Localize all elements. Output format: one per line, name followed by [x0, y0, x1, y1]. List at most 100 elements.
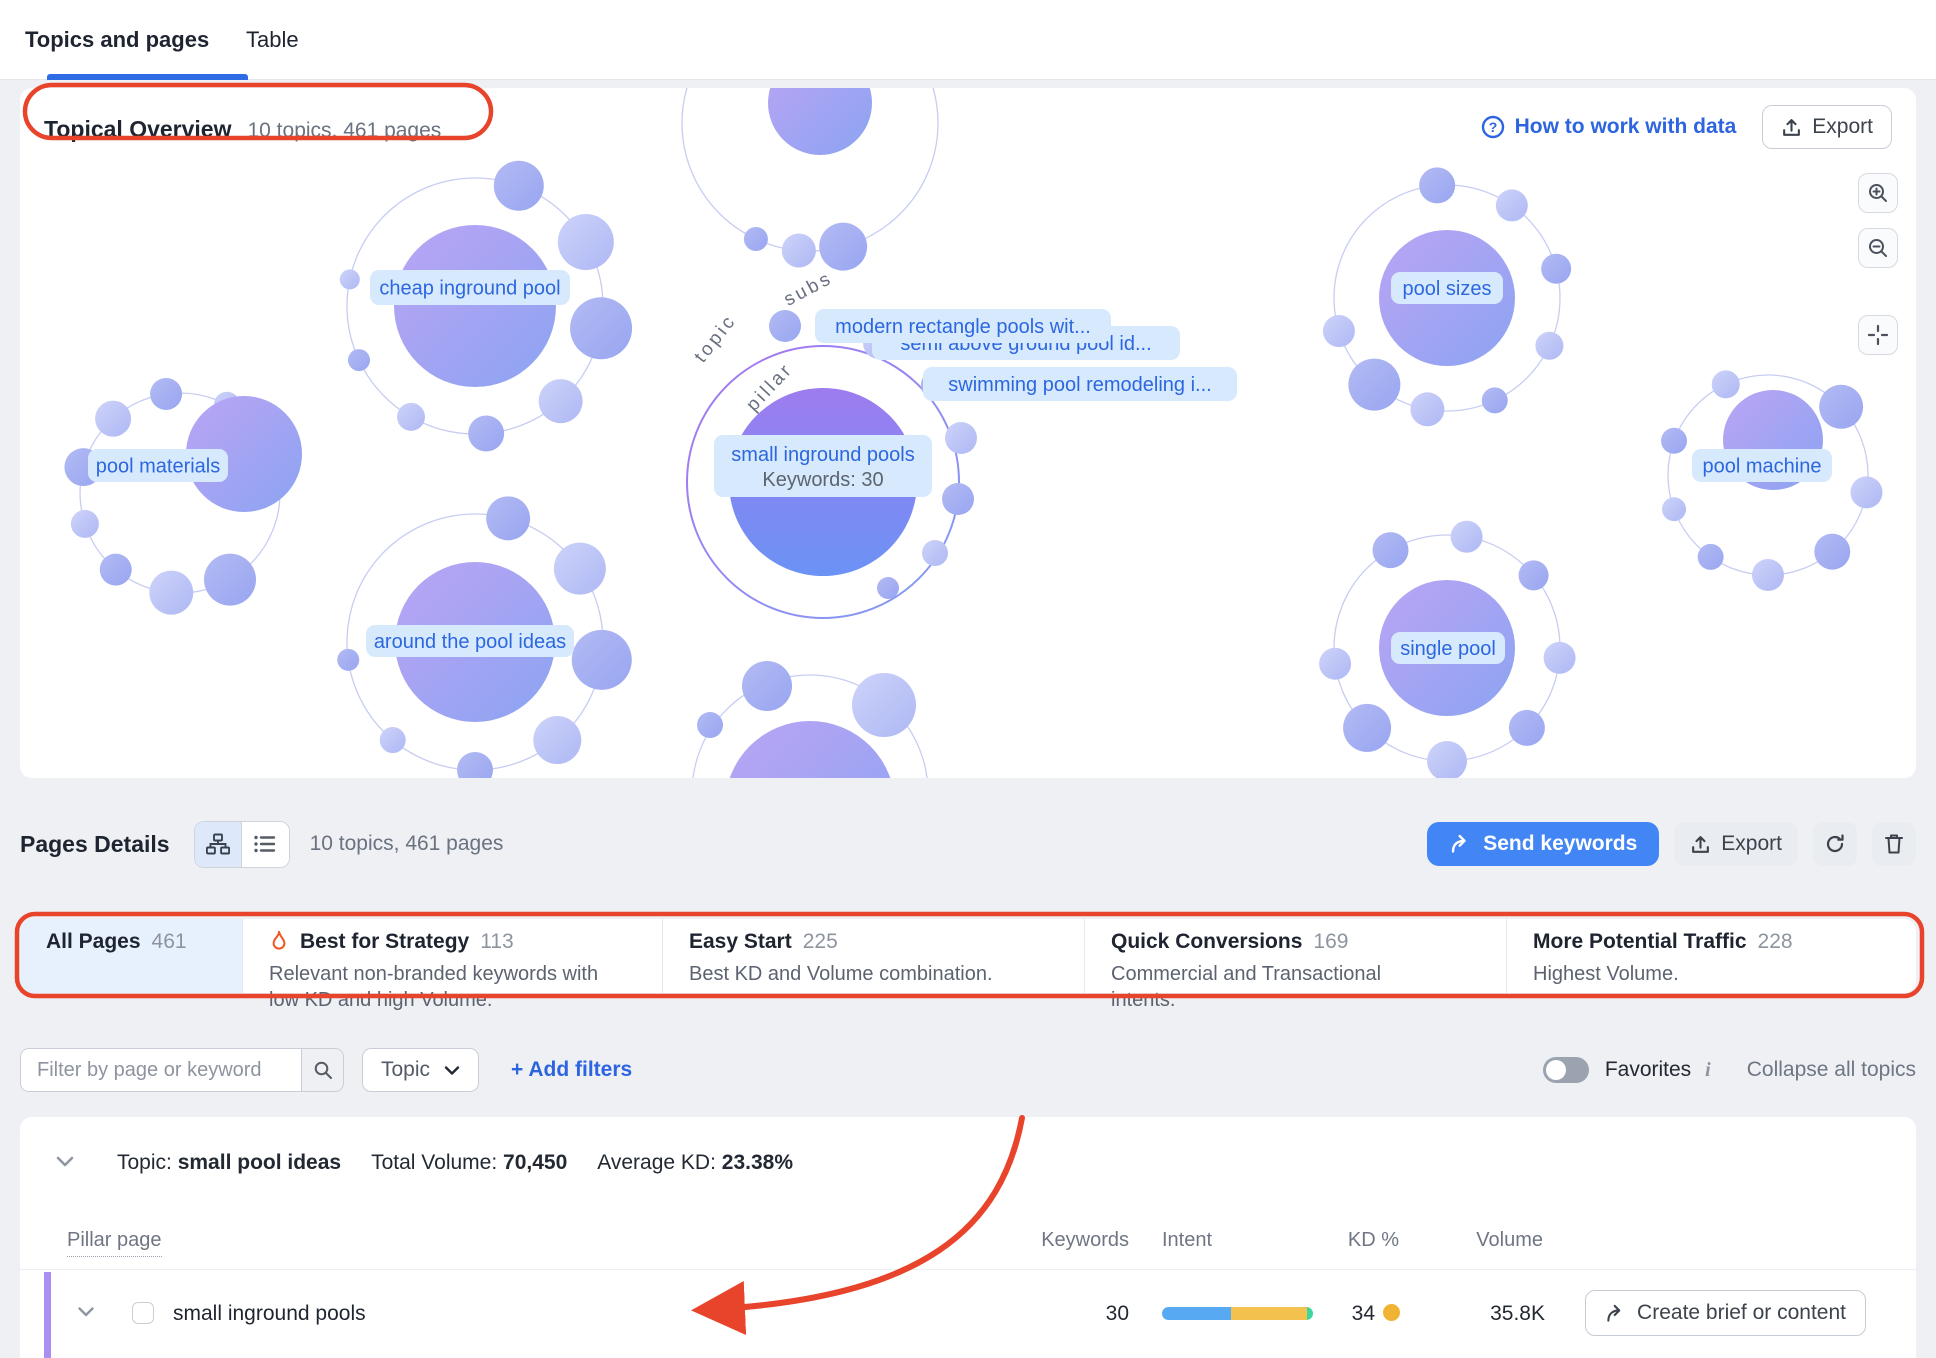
cluster-label-pool-sizes[interactable]: pool sizes [1391, 272, 1503, 304]
tree-view-button[interactable] [194, 821, 242, 867]
svg-text:pool sizes: pool sizes [1403, 278, 1492, 300]
send-arrow-icon [1452, 834, 1466, 853]
topic-cluster-pool-materials [64, 377, 302, 615]
card-quick-conversions[interactable]: Quick Conversions 169 Commercial and Tra… [1084, 919, 1506, 1011]
pages-table-card: Topic: small pool ideas Total Volume: 70… [20, 1117, 1916, 1358]
strategy-cards-row: All Pages 461 Best for Strategy 113 Rele… [20, 919, 1916, 1011]
sub-topic-label-3[interactable]: small inground pools Keywords: 30 [714, 435, 932, 497]
cluster-label-single-pool[interactable]: single pool [1391, 632, 1505, 664]
cluster-label-pool-materials[interactable]: pool materials [88, 449, 228, 482]
cluster-label-cheap-inground-pool[interactable]: cheap inground pool [370, 270, 570, 305]
topic-cluster-bottom-cluster [692, 661, 928, 778]
delete-button[interactable] [1872, 822, 1916, 866]
row-checkbox[interactable] [132, 1302, 154, 1324]
card-more-potential-traffic[interactable]: More Potential Traffic 228 Highest Volum… [1506, 919, 1916, 993]
overview-header: Topical Overview 10 topics, 461 pages ? … [20, 88, 1916, 149]
topic-cluster-top-cluster [681, 88, 939, 271]
sub-topic-label-1[interactable]: modern rectangle pools wit... [815, 309, 1111, 343]
kd-difficulty-dot [1383, 1304, 1400, 1321]
card-best-for-strategy[interactable]: Best for Strategy 113 Relevant non-brand… [242, 919, 662, 1011]
pages-export-button[interactable]: Export [1674, 822, 1798, 866]
card-all-pages[interactable]: All Pages 461 [20, 919, 242, 993]
fit-view-icon [1867, 324, 1889, 346]
view-mode-toggle [193, 820, 290, 868]
filter-bar: Topic + Add filters Favorites i Collapse… [20, 1048, 1916, 1092]
keyword-filter [20, 1048, 344, 1092]
card-more-potential-traffic-count: 228 [1757, 930, 1793, 953]
tab-table-label: Table [246, 27, 299, 52]
card-easy-start[interactable]: Easy Start 225 Best KD and Volume combin… [662, 919, 1084, 993]
create-brief-button[interactable]: Create brief or content [1585, 1290, 1866, 1336]
svg-text:Keywords: 30: Keywords: 30 [762, 469, 883, 491]
overview-export-button[interactable]: Export [1762, 105, 1892, 149]
svg-text:subs: subs [780, 268, 836, 311]
svg-text:topic: topic [690, 310, 740, 366]
favorites-toggle[interactable] [1542, 1057, 1589, 1083]
tab-topics-and-pages[interactable]: Topics and pages [25, 0, 248, 80]
pages-details-bar: Pages Details 10 topics, 461 pages [20, 820, 1916, 868]
topic-dropdown[interactable]: Topic [362, 1048, 480, 1092]
svg-text:pool materials: pool materials [96, 456, 221, 478]
column-header-pillar-page[interactable]: Pillar page [67, 1229, 162, 1257]
row-keywords-value: 30 [1105, 1302, 1129, 1325]
tab-topics-and-pages-label: Topics and pages [25, 27, 210, 52]
top-tab-bar: Topics and pages Table [0, 0, 1936, 80]
row-expand-chevron-icon[interactable] [77, 1306, 95, 1318]
cluster-label-around-the-pool-ideas[interactable]: around the pool ideas [366, 625, 574, 657]
add-filters-link[interactable]: + Add filters [511, 1058, 633, 1081]
intent-bar [1162, 1307, 1313, 1320]
column-header-kd: KD % [1347, 1229, 1399, 1251]
keyword-filter-input[interactable] [21, 1049, 301, 1091]
active-tab-underline [47, 74, 248, 80]
column-header-intent: Intent [1162, 1229, 1213, 1251]
collapse-all-topics-link[interactable]: Collapse all topics [1746, 1058, 1916, 1081]
card-more-potential-traffic-desc: Highest Volume. [1533, 963, 1679, 985]
send-keywords-label: Send keywords [1483, 832, 1638, 855]
intent-segment [1162, 1307, 1232, 1320]
search-icon [314, 1061, 332, 1079]
cluster-label-pool-machine[interactable]: pool machine [1692, 449, 1832, 482]
tab-table[interactable]: Table [246, 0, 299, 80]
card-quick-conversions-desc: Commercial and Transactional intents. [1111, 963, 1382, 1011]
svg-text:around the pool ideas: around the pool ideas [374, 631, 566, 653]
sub-topic-label-2[interactable]: swimming pool remodeling i... [923, 367, 1237, 401]
hierarchy-icon [205, 833, 230, 855]
how-to-work-link[interactable]: ? How to work with data [1481, 115, 1737, 139]
column-header-keywords: Keywords [1041, 1229, 1129, 1251]
toggle-knob [1545, 1060, 1566, 1080]
topic-label: Topic: small pool ideas [117, 1151, 342, 1174]
intent-segment [1231, 1307, 1307, 1320]
pages-details-title: Pages Details [20, 830, 170, 857]
search-button[interactable] [301, 1049, 343, 1091]
info-icon[interactable]: i [1705, 1058, 1711, 1081]
chart-zoom-controls [1858, 173, 1898, 355]
trash-icon [1885, 834, 1903, 854]
svg-text:swimming pool remodeling i...: swimming pool remodeling i... [948, 374, 1211, 396]
svg-text:cheap inground pool: cheap inground pool [379, 278, 560, 300]
card-best-for-strategy-title: Best for Strategy [300, 930, 470, 953]
row-topic-accent [44, 1272, 51, 1358]
total-volume-label: Total Volume: 70,450 [371, 1151, 568, 1174]
svg-text:pool machine: pool machine [1703, 456, 1822, 478]
pillar-page-name[interactable]: small inground pools [173, 1302, 366, 1325]
zoom-out-button[interactable] [1858, 228, 1898, 268]
send-keywords-button[interactable]: Send keywords [1427, 822, 1660, 866]
svg-text:modern rectangle pools wit...: modern rectangle pools wit... [835, 316, 1091, 338]
topical-overview-panel: subs topic pillar cheap inground pool pool m… [20, 88, 1916, 778]
list-icon [254, 835, 276, 853]
list-view-button[interactable] [241, 821, 289, 867]
fit-view-button[interactable] [1858, 315, 1898, 355]
how-to-work-label: How to work with data [1514, 115, 1737, 138]
send-arrow-icon [1607, 1304, 1621, 1322]
row-volume-value: 35.8K [1490, 1302, 1545, 1325]
topic-collapse-chevron-icon[interactable] [55, 1155, 75, 1168]
card-easy-start-count: 225 [802, 930, 838, 953]
overview-export-label: Export [1812, 115, 1873, 138]
zoom-in-button[interactable] [1858, 173, 1898, 213]
svg-text:small inground pools: small inground pools [731, 444, 914, 466]
create-brief-label: Create brief or content [1637, 1301, 1846, 1324]
refresh-button[interactable] [1813, 822, 1857, 866]
card-all-pages-count: 461 [151, 930, 187, 953]
